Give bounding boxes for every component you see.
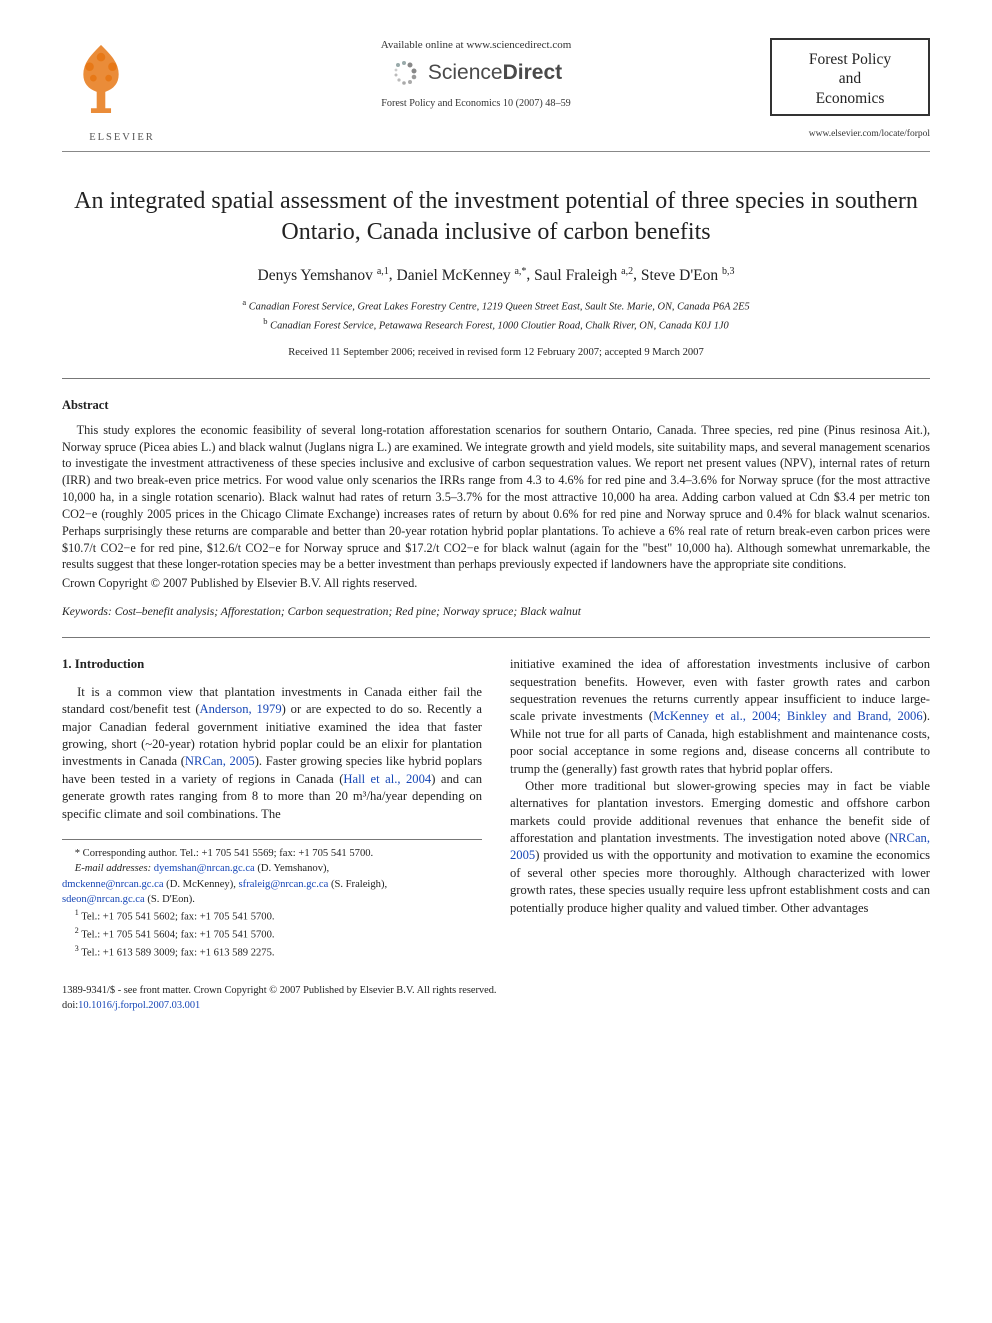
intro-paragraph-2: Other more traditional but slower-growin… bbox=[510, 778, 930, 917]
author-2-marks: a,* bbox=[514, 265, 526, 276]
author-1-name: Denys Yemshanov bbox=[258, 267, 373, 284]
footnotes-block: * Corresponding author. Tel.: +1 705 541… bbox=[62, 839, 482, 961]
article-dates: Received 11 September 2006; received in … bbox=[62, 346, 930, 360]
tel-1-text: Tel.: +1 705 541 5602; fax: +1 705 541 5… bbox=[81, 912, 274, 923]
body-columns: 1. Introduction It is a common view that… bbox=[62, 656, 930, 961]
author-3: Saul Fraleigh a,2 bbox=[534, 267, 633, 284]
abstract-text: This study explores the economic feasibi… bbox=[62, 422, 930, 573]
citation-mckenney-binkley[interactable]: McKenney et al., 2004; Binkley and Brand… bbox=[653, 709, 923, 723]
publisher-name: ELSEVIER bbox=[62, 131, 182, 145]
intro-paragraph-1-cont: initiative examined the idea of afforest… bbox=[510, 656, 930, 778]
tel-footnote-1: 1 Tel.: +1 705 541 5602; fax: +1 705 541… bbox=[62, 907, 482, 925]
email-addresses: E-mail addresses: dyemshan@nrcan.gc.ca (… bbox=[62, 861, 482, 876]
author-1-marks: a,1 bbox=[377, 265, 389, 276]
affiliation-a: a Canadian Forest Service, Great Lakes F… bbox=[62, 296, 930, 315]
email-who-2: (D. McKenney), bbox=[166, 879, 236, 890]
email-who-3: (S. Fraleigh), bbox=[331, 879, 387, 890]
affiliation-b-text: Canadian Forest Service, Petawawa Resear… bbox=[270, 320, 729, 331]
doi-link[interactable]: 10.1016/j.forpol.2007.03.001 bbox=[78, 1000, 200, 1011]
author-4-marks: b,3 bbox=[722, 265, 735, 276]
sciencedirect-swirl-icon bbox=[390, 57, 422, 89]
journal-box-title: Forest Policy and Economics bbox=[778, 50, 922, 108]
author-3-marks: a,2 bbox=[621, 265, 633, 276]
author-2-name: Daniel McKenney bbox=[397, 267, 511, 284]
journal-title-line3: Economics bbox=[816, 90, 885, 107]
tel-3-text: Tel.: +1 613 589 3009; fax: +1 613 589 2… bbox=[81, 948, 274, 959]
doi-label: doi: bbox=[62, 1000, 78, 1011]
author-2: Daniel McKenney a,* bbox=[397, 267, 527, 284]
introduction-heading: 1. Introduction bbox=[62, 656, 482, 674]
tel-footnote-2: 2 Tel.: +1 705 541 5604; fax: +1 705 541… bbox=[62, 925, 482, 943]
email-label: E-mail addresses: bbox=[75, 863, 151, 874]
author-list: Denys Yemshanov a,1, Daniel McKenney a,*… bbox=[62, 264, 930, 286]
citation-anderson-1979[interactable]: Anderson, 1979 bbox=[200, 702, 282, 716]
email-fraleigh[interactable]: sfraleig@nrcan.gc.ca bbox=[239, 879, 329, 890]
copyright-footer: 1389-9341/$ - see front matter. Crown Co… bbox=[62, 983, 930, 998]
page-footer: 1389-9341/$ - see front matter. Crown Co… bbox=[62, 983, 930, 1013]
tel-2-text: Tel.: +1 705 541 5604; fax: +1 705 541 5… bbox=[81, 930, 274, 941]
email-line-3: sdeon@nrcan.gc.ca (S. D'Eon). bbox=[62, 892, 482, 907]
abstract-copyright: Crown Copyright © 2007 Published by Else… bbox=[62, 575, 930, 591]
email-deon[interactable]: sdeon@nrcan.gc.ca bbox=[62, 894, 145, 905]
corresponding-author-note: * Corresponding author. Tel.: +1 705 541… bbox=[62, 846, 482, 861]
journal-title-line1: Forest Policy bbox=[809, 51, 891, 68]
affiliations: a Canadian Forest Service, Great Lakes F… bbox=[62, 296, 930, 333]
elsevier-tree-icon bbox=[62, 38, 140, 124]
citation-nrcan-2005a[interactable]: NRCan, 2005 bbox=[185, 754, 255, 768]
affiliation-b: b Canadian Forest Service, Petawawa Rese… bbox=[62, 315, 930, 334]
author-4: Steve D'Eon b,3 bbox=[641, 267, 735, 284]
journal-title-line2: and bbox=[839, 70, 861, 87]
keywords-line: Keywords: Cost–benefit analysis; Affores… bbox=[62, 604, 930, 620]
author-3-name: Saul Fraleigh bbox=[534, 267, 617, 284]
email-line-2: dmckenne@nrcan.gc.ca (D. McKenney), sfra… bbox=[62, 877, 482, 892]
sd-word-bold: Direct bbox=[503, 61, 563, 84]
header-rule bbox=[62, 151, 930, 152]
keywords-label: Keywords: bbox=[62, 605, 112, 618]
author-1: Denys Yemshanov a,1 bbox=[258, 267, 389, 284]
intro-paragraph-1: It is a common view that plantation inve… bbox=[62, 684, 482, 823]
citation-hall-2004[interactable]: Hall et al., 2004 bbox=[343, 772, 431, 786]
intro-r-text-3: Other more traditional but slower-growin… bbox=[510, 779, 930, 845]
header-center-block: Available online at www.sciencedirect.co… bbox=[182, 38, 770, 111]
intro-r-text-4: ) provided us with the opportunity and m… bbox=[510, 848, 930, 914]
available-online-text: Available online at www.sciencedirect.co… bbox=[190, 38, 762, 53]
post-abstract-rule bbox=[62, 637, 930, 638]
left-column: 1. Introduction It is a common view that… bbox=[62, 656, 482, 961]
abstract-heading: Abstract bbox=[62, 397, 930, 414]
journal-header: ELSEVIER Available online at www.science… bbox=[62, 38, 930, 145]
keywords-text: Cost–benefit analysis; Afforestation; Ca… bbox=[115, 605, 581, 618]
journal-citation: Forest Policy and Economics 10 (2007) 48… bbox=[190, 97, 762, 111]
email-yemshanov[interactable]: dyemshan@nrcan.gc.ca bbox=[154, 863, 255, 874]
abstract-body: This study explores the economic feasibi… bbox=[62, 422, 930, 573]
journal-box: Forest Policy and Economics www.elsevier… bbox=[770, 38, 930, 141]
tel-footnote-3: 3 Tel.: +1 613 589 3009; fax: +1 613 589… bbox=[62, 943, 482, 961]
email-who-1: (D. Yemshanov), bbox=[257, 863, 329, 874]
doi-line: doi:10.1016/j.forpol.2007.03.001 bbox=[62, 998, 930, 1013]
email-mckenney[interactable]: dmckenne@nrcan.gc.ca bbox=[62, 879, 164, 890]
sd-word-plain: Science bbox=[428, 61, 503, 84]
email-who-4: (S. D'Eon). bbox=[147, 894, 195, 905]
sciencedirect-wordmark: ScienceDirect bbox=[428, 59, 562, 87]
publisher-logo-block: ELSEVIER bbox=[62, 38, 182, 145]
pre-abstract-rule bbox=[62, 378, 930, 379]
author-4-name: Steve D'Eon bbox=[641, 267, 718, 284]
affiliation-a-text: Canadian Forest Service, Great Lakes For… bbox=[249, 302, 750, 313]
right-column: initiative examined the idea of afforest… bbox=[510, 656, 930, 961]
journal-url: www.elsevier.com/locate/forpol bbox=[770, 122, 930, 141]
sciencedirect-logo: ScienceDirect bbox=[390, 57, 562, 89]
article-title: An integrated spatial assessment of the … bbox=[62, 186, 930, 248]
